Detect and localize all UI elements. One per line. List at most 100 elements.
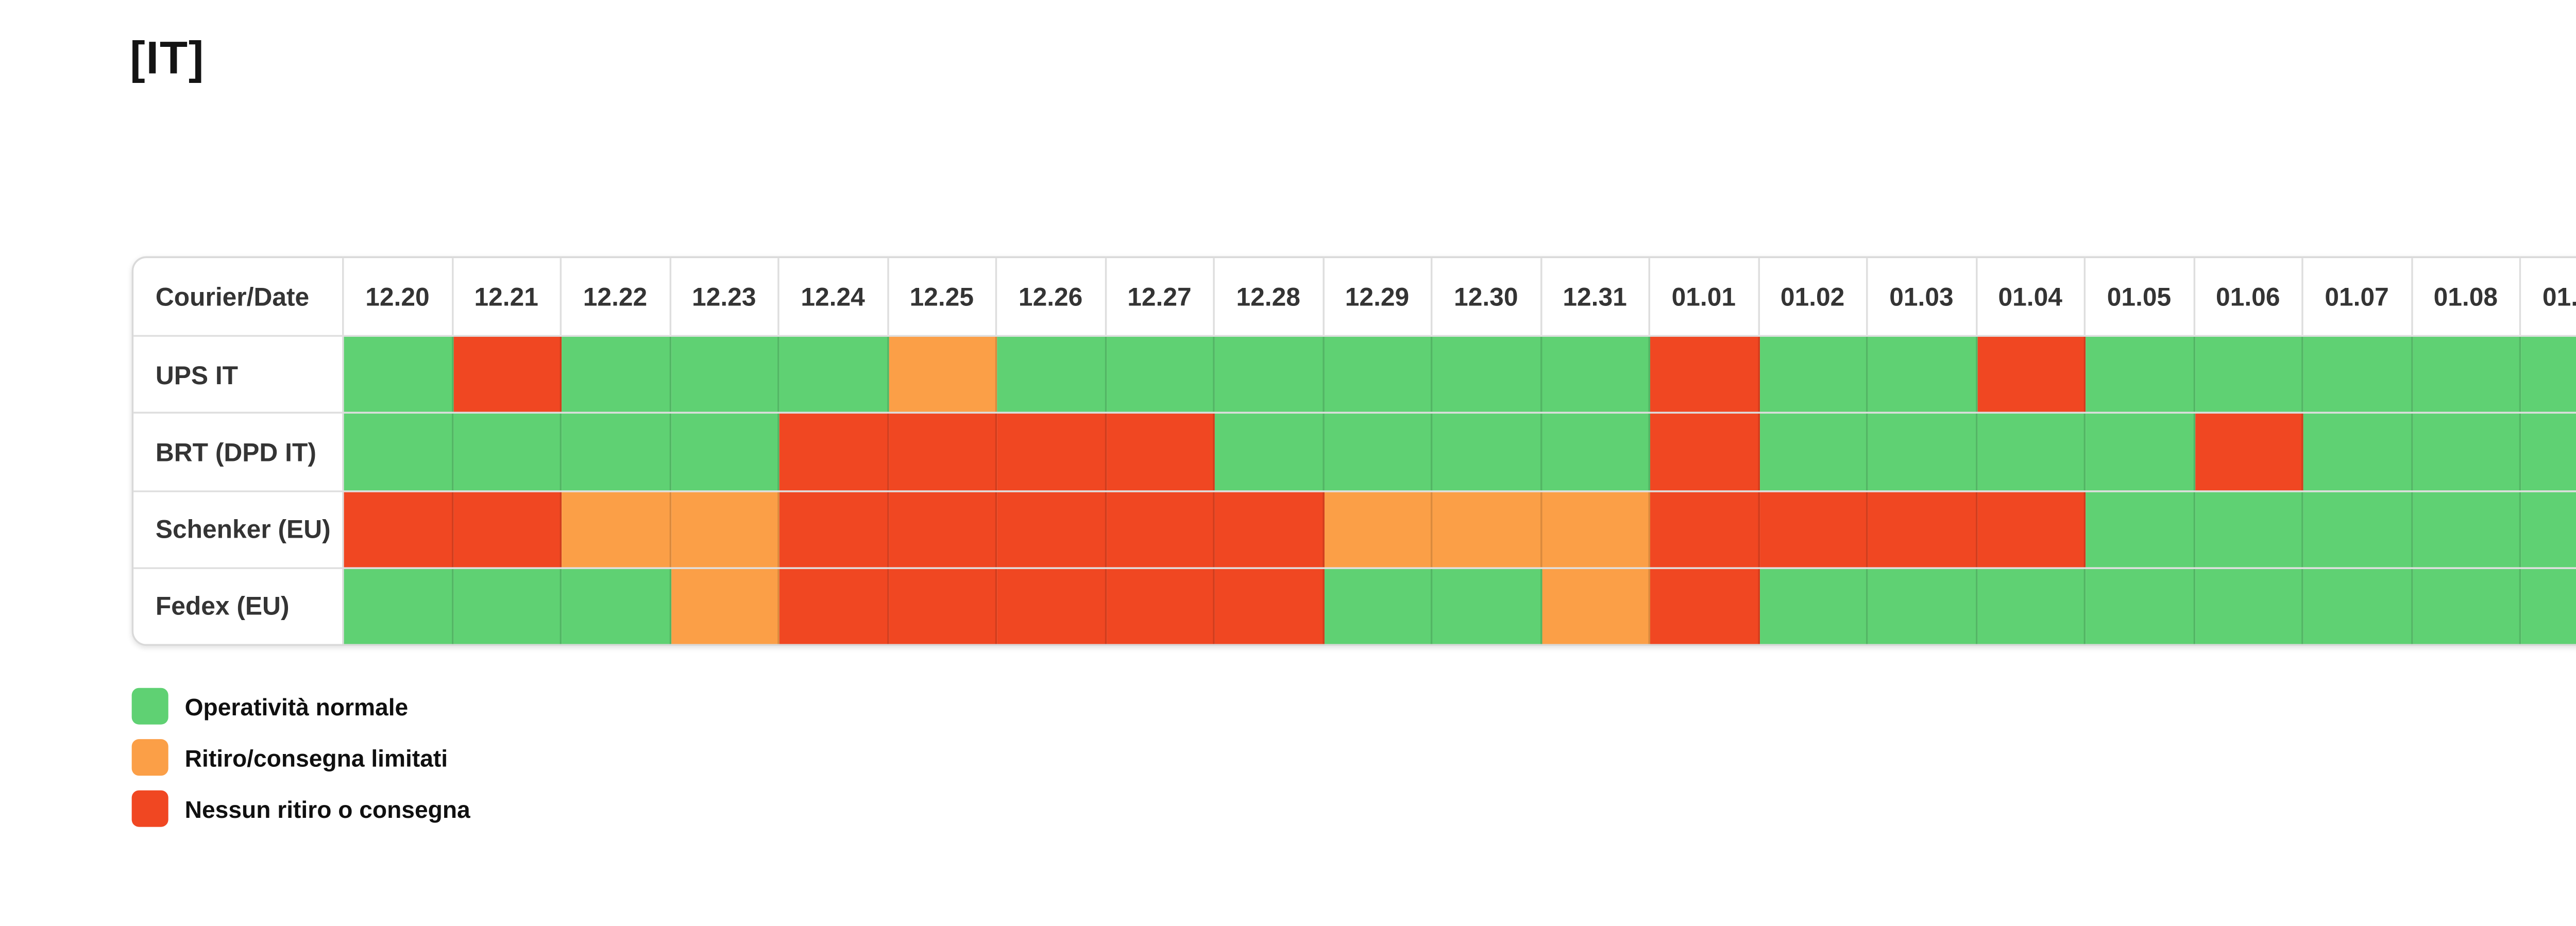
status-cell: [1106, 414, 1215, 490]
status-cell: [452, 336, 562, 413]
status-cell: [1976, 336, 2086, 413]
status-cell: [1650, 336, 1759, 413]
status-cell: [670, 336, 779, 413]
date-header-cell: 12.21: [452, 258, 562, 335]
status-cell: [779, 569, 889, 644]
status-cell: [1541, 336, 1651, 413]
status-cell: [2412, 414, 2521, 490]
status-cell: [779, 336, 889, 413]
date-header-cell: 01.08: [2412, 258, 2521, 335]
status-cell: [1868, 336, 1977, 413]
status-cell: [562, 569, 671, 644]
status-cell: [1868, 569, 1977, 644]
date-header-cell: 12.30: [1432, 258, 1541, 335]
status-cell: [670, 414, 779, 490]
status-cell: [1650, 569, 1759, 644]
date-header-cell: 12.27: [1106, 258, 1215, 335]
date-header-cell: 12.22: [562, 258, 671, 335]
status-cell: [1214, 569, 1324, 644]
status-cell: [562, 336, 671, 413]
courier-label-cell: BRT (DPD IT): [133, 414, 344, 490]
status-cell: [562, 491, 671, 567]
status-cell: [344, 569, 453, 644]
date-header-cell: 12.28: [1214, 258, 1324, 335]
status-cell: [2086, 569, 2195, 644]
status-cell: [562, 414, 671, 490]
status-cell: [997, 414, 1106, 490]
status-cell: [670, 569, 779, 644]
status-cell: [2194, 336, 2303, 413]
status-cell: [2194, 414, 2303, 490]
status-cell: [997, 336, 1106, 413]
legend-item: Operatività normale: [131, 688, 470, 725]
status-cell: [779, 491, 889, 567]
status-cell: [1432, 414, 1541, 490]
courier-label-cell: Schenker (EU): [133, 491, 344, 567]
date-header-cell: 01.03: [1868, 258, 1977, 335]
page: [IT] Courier/Date 12.20 12.21 12.22 12.23 12…: [0, 35, 2576, 926]
corner-header-cell: Courier/Date: [133, 258, 344, 335]
date-header-cell: 12.23: [670, 258, 779, 335]
status-cell: [779, 414, 889, 490]
courier-schedule-table: Courier/Date 12.20 12.21 12.22 12.23 12.24 12…: [131, 256, 2576, 646]
status-cell: [2086, 491, 2195, 567]
status-cell: [2521, 336, 2576, 413]
status-cell: [1214, 336, 1324, 413]
legend-label: Operatività normale: [184, 692, 409, 720]
table-row: Schenker (EU): [133, 491, 2576, 569]
status-cell: [1324, 414, 1433, 490]
date-header-cell: 12.29: [1324, 258, 1433, 335]
legend-swatch-normal: [131, 688, 168, 725]
status-cell: [1214, 414, 1324, 490]
status-cell: [2521, 414, 2576, 490]
status-cell: [1759, 491, 1868, 567]
date-header-cell: 01.04: [1976, 258, 2086, 335]
status-cell: [1976, 569, 2086, 644]
status-cell: [1106, 491, 1215, 567]
date-header-cell: 01.05: [2086, 258, 2195, 335]
status-cell: [1759, 336, 1868, 413]
date-header-cell: 01.09: [2521, 258, 2576, 335]
status-cell: [1432, 491, 1541, 567]
status-cell: [888, 336, 997, 413]
courier-label-cell: UPS IT: [133, 336, 344, 413]
status-cell: [2194, 569, 2303, 644]
status-cell: [344, 414, 453, 490]
status-cell: [1650, 414, 1759, 490]
status-cell: [1432, 336, 1541, 413]
date-header-cell: 12.20: [344, 258, 453, 335]
courier-label-cell: Fedex (EU): [133, 569, 344, 644]
status-cell: [1541, 569, 1651, 644]
date-header-cell: 01.07: [2303, 258, 2413, 335]
legend-label: Ritiro/consegna limitati: [184, 744, 448, 771]
status-cell: [344, 491, 453, 567]
status-cell: [997, 491, 1106, 567]
status-cell: [2086, 414, 2195, 490]
status-cell: [1650, 491, 1759, 567]
status-cell: [2412, 336, 2521, 413]
status-cell: [344, 336, 453, 413]
status-cell: [1324, 336, 1433, 413]
status-cell: [670, 491, 779, 567]
table-row: BRT (DPD IT): [133, 414, 2576, 491]
date-header-cell: 12.31: [1541, 258, 1651, 335]
status-cell: [1106, 336, 1215, 413]
status-cell: [2303, 491, 2413, 567]
status-cell: [888, 414, 997, 490]
table-row: UPS IT: [133, 336, 2576, 414]
legend-item: Nessun ritiro o consegna: [131, 790, 470, 827]
status-cell: [1976, 414, 2086, 490]
date-header-cell: 12.26: [997, 258, 1106, 335]
status-cell: [1541, 491, 1651, 567]
date-header-cell: 01.02: [1759, 258, 1868, 335]
status-cell: [2521, 569, 2576, 644]
date-header-cell: 12.24: [779, 258, 889, 335]
legend-swatch-limited: [131, 739, 168, 776]
status-cell: [2194, 491, 2303, 567]
table-header-row: Courier/Date 12.20 12.21 12.22 12.23 12.24 12…: [133, 258, 2576, 337]
table-row: Fedex (EU): [133, 569, 2576, 644]
status-cell: [2521, 491, 2576, 567]
legend-label: Nessun ritiro o consegna: [184, 795, 470, 822]
status-cell: [1868, 491, 1977, 567]
status-cell: [2412, 569, 2521, 644]
